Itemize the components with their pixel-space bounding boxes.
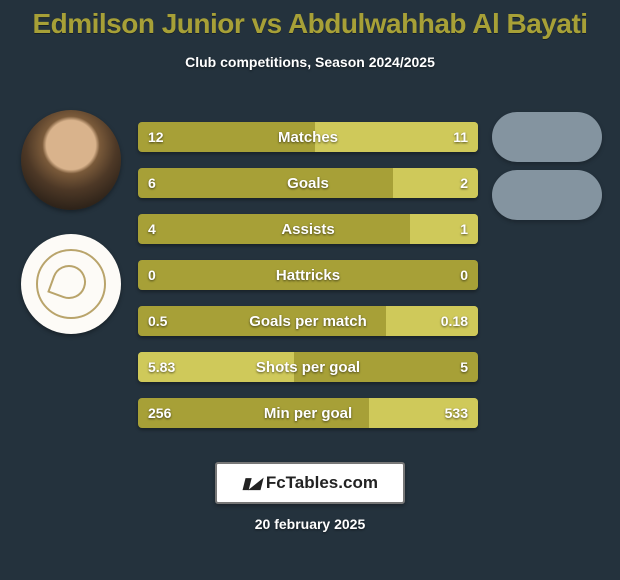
comparison-card: Edmilson Junior vs Abdulwahhab Al Bayati… xyxy=(0,0,620,580)
page-title: Edmilson Junior vs Abdulwahhab Al Bayati xyxy=(0,0,620,40)
stat-row: 1211Matches xyxy=(138,122,478,152)
date-label: 20 february 2025 xyxy=(0,516,620,532)
stat-row: 256533Min per goal xyxy=(138,398,478,428)
stat-bars: 1211Matches62Goals41Assists00Hattricks0.… xyxy=(138,122,478,444)
subtitle: Club competitions, Season 2024/2025 xyxy=(0,54,620,70)
stat-value-left: 6 xyxy=(148,168,156,198)
stat-row: 0.50.18Goals per match xyxy=(138,306,478,336)
stat-value-right: 0 xyxy=(460,260,468,290)
stat-value-right: 1 xyxy=(460,214,468,244)
brand-icon: ▮◢ xyxy=(242,474,260,492)
stat-value-right: 5 xyxy=(460,352,468,382)
stat-value-left: 12 xyxy=(148,122,164,152)
player1-avatar xyxy=(21,110,121,210)
stat-value-right: 11 xyxy=(453,122,468,152)
ghost-pill-1 xyxy=(492,112,602,162)
brand-badge[interactable]: ▮◢ FcTables.com xyxy=(215,462,405,504)
stat-value-left: 0 xyxy=(148,260,156,290)
brand-label: FcTables.com xyxy=(266,473,378,493)
stat-row: 62Goals xyxy=(138,168,478,198)
avatar-column xyxy=(16,110,126,358)
stat-row: 41Assists xyxy=(138,214,478,244)
player2-avatar xyxy=(21,234,121,334)
stat-value-left: 5.83 xyxy=(148,352,175,382)
stat-value-left: 256 xyxy=(148,398,171,428)
stat-value-right: 533 xyxy=(445,398,468,428)
ghost-pill-2 xyxy=(492,170,602,220)
stat-value-left: 0.5 xyxy=(148,306,167,336)
stat-value-left: 4 xyxy=(148,214,156,244)
stat-value-right: 0.18 xyxy=(441,306,468,336)
stat-row: 00Hattricks xyxy=(138,260,478,290)
content-area: 1211Matches62Goals41Assists00Hattricks0.… xyxy=(0,110,620,580)
club-logo-icon xyxy=(36,249,106,319)
stat-value-right: 2 xyxy=(460,168,468,198)
stat-row: 5.835Shots per goal xyxy=(138,352,478,382)
